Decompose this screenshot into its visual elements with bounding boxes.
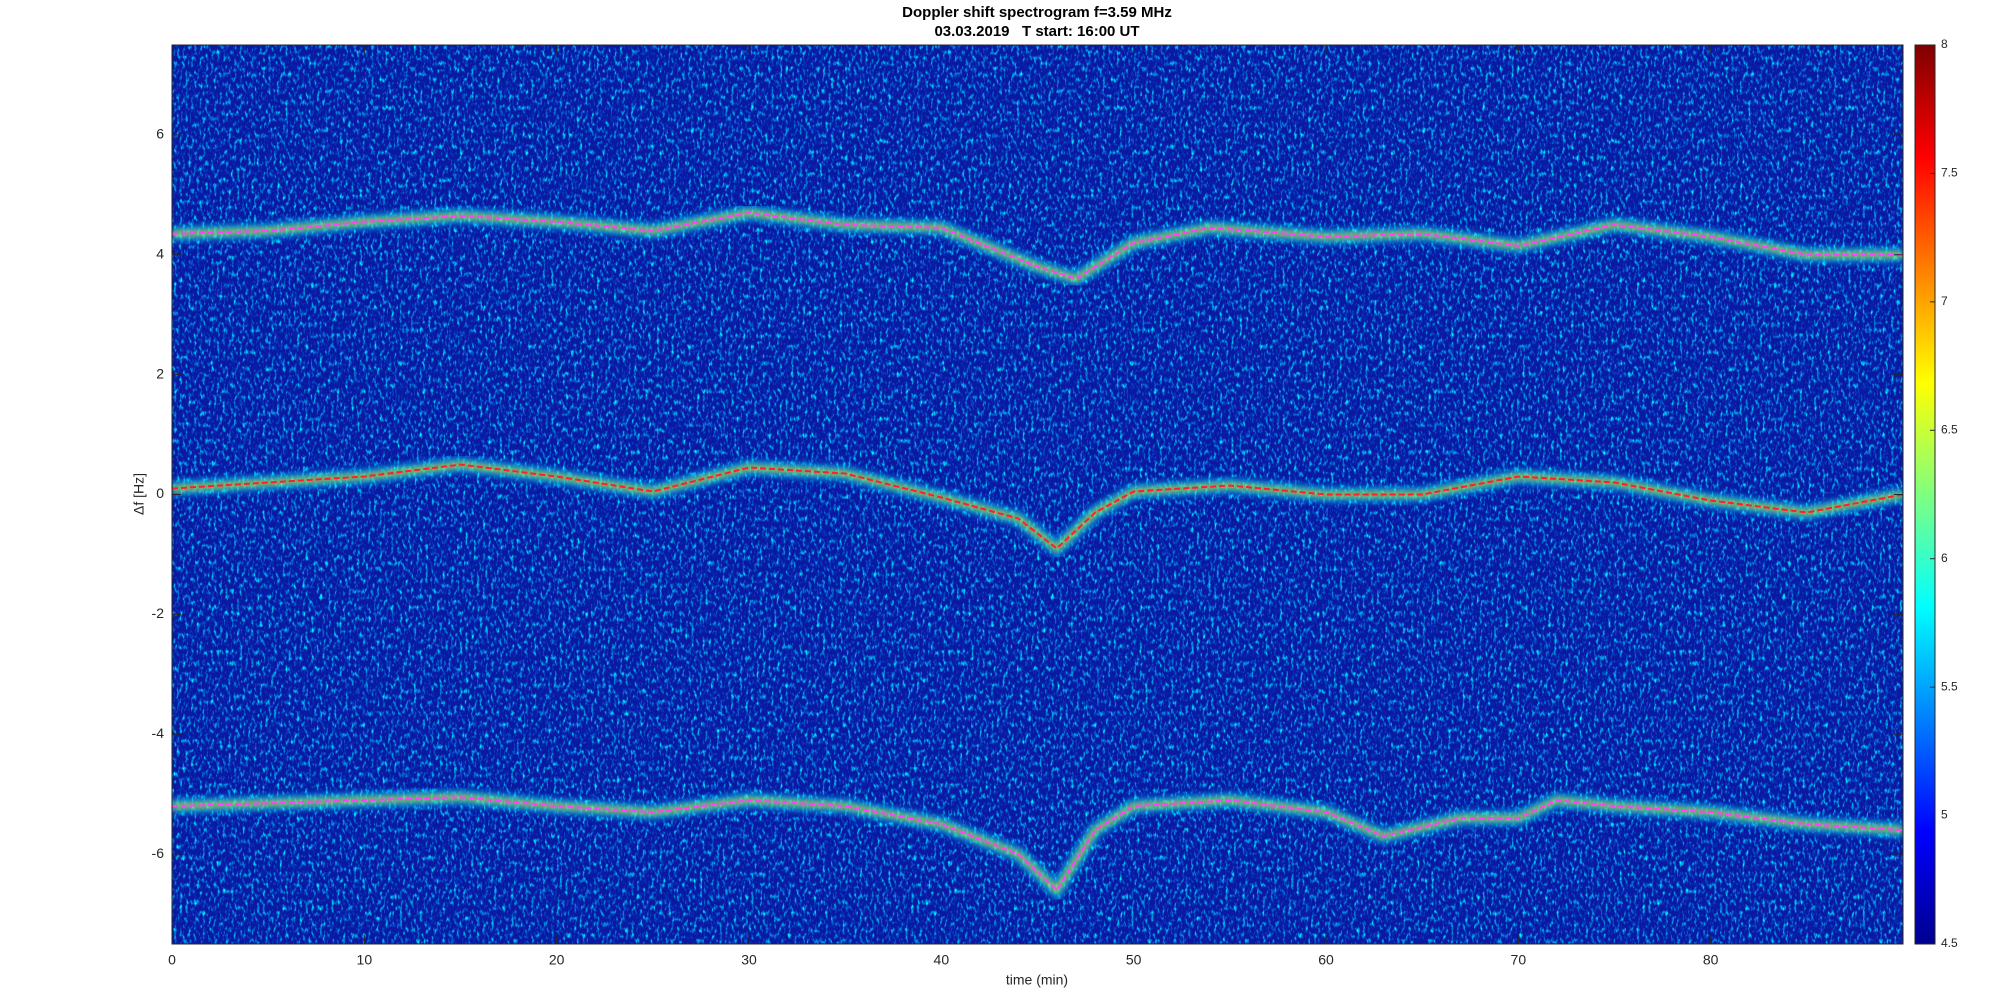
- x-tick-label: 0: [168, 952, 176, 968]
- x-tick-label: 60: [1318, 952, 1334, 968]
- x-tick-label: 80: [1703, 952, 1719, 968]
- chart-subtitle: 03.03.2019 T start: 16:00 UT: [934, 23, 1139, 40]
- colorbar-tick-label: 7: [1941, 294, 1948, 308]
- y-axis-label: Δf [Hz]: [131, 473, 147, 515]
- x-tick-label: 10: [357, 952, 373, 968]
- chart-title: Doppler shift spectrogram f=3.59 MHz: [902, 4, 1172, 21]
- x-tick-label: 30: [741, 952, 757, 968]
- x-tick-label: 50: [1126, 952, 1142, 968]
- colorbar: [1914, 44, 1936, 945]
- y-tick-label: 4: [156, 245, 164, 261]
- x-tick-label: 40: [934, 952, 950, 968]
- y-tick-label: -2: [152, 605, 165, 621]
- y-tick-label: -4: [152, 725, 165, 741]
- colorbar-tick-label: 6: [1941, 551, 1948, 565]
- traces: [172, 204, 1903, 903]
- colorbar-tick-label: 7.5: [1941, 166, 1958, 180]
- x-tick-label: 70: [1511, 952, 1527, 968]
- colorbar-tick-label: 5: [1941, 808, 1948, 822]
- trace-line: [172, 463, 1903, 550]
- y-tick-label: 6: [156, 126, 164, 142]
- colorbar-tick-label: 6.5: [1941, 422, 1958, 436]
- trace-line: [172, 211, 1903, 280]
- trace-line: [172, 796, 1903, 892]
- colorbar-tick-label: 8: [1941, 37, 1948, 51]
- y-tick-label: -6: [152, 845, 165, 861]
- x-tick-label: 20: [549, 952, 565, 968]
- x-axis-label: time (min): [1006, 972, 1068, 988]
- y-tick-label: 2: [156, 365, 164, 381]
- colorbar-tick-label: 4.5: [1941, 936, 1958, 950]
- y-tick-label: 0: [156, 485, 164, 501]
- colorbar-tick-label: 5.5: [1941, 679, 1958, 693]
